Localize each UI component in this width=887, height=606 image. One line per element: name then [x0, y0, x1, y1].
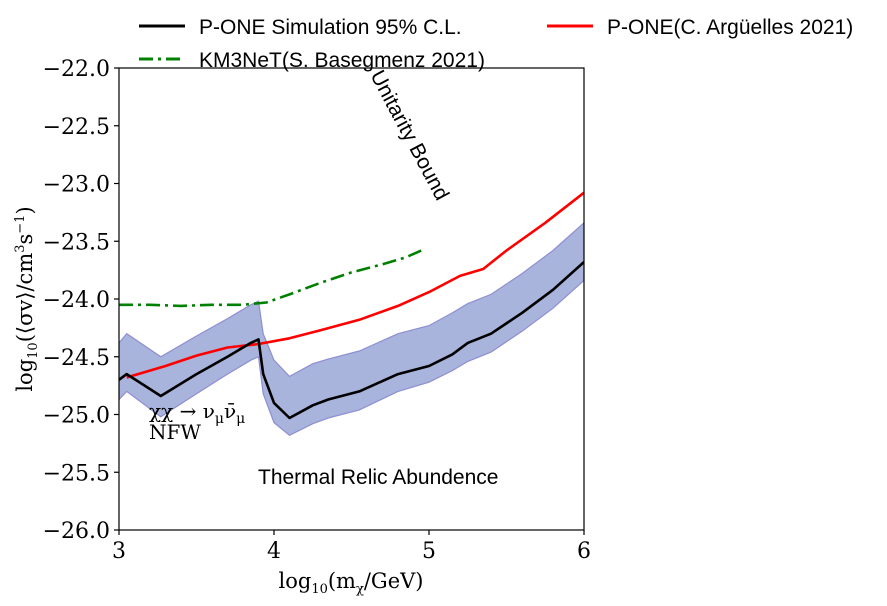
y-tick-label: −23.0 — [43, 173, 110, 198]
channel-label: χχ → νμν̄μ — [149, 399, 245, 427]
y-tick-label: −24.5 — [43, 346, 110, 371]
x-axis-ticks: 3 4 5 6 — [112, 530, 591, 564]
y-tick-label: −24.0 — [43, 288, 110, 313]
y-tick-label: −25.0 — [43, 404, 110, 429]
y-tick-label: −26.0 — [43, 519, 110, 544]
legend-entry-km3net: KM3NeT(S. Basegmenz 2021) — [139, 49, 485, 72]
x-tick-label: 6 — [577, 539, 591, 564]
x-tick-label: 4 — [267, 539, 281, 564]
legend-entry-sim: P-ONE Simulation 95% C.L. — [139, 16, 462, 39]
series-line-sim — [119, 261, 584, 420]
thermal-relic-label: Thermal Relic Abundence — [258, 466, 498, 489]
legend-label-pone: P-ONE(C. Argüelles 2021) — [607, 16, 853, 39]
x-axis-label: log10(mχ/GeV) — [279, 569, 424, 597]
y-tick-label: −25.5 — [43, 461, 110, 486]
y-tick-label: −22.0 — [43, 57, 110, 82]
y-axis-ticks: −22.0 −22.5 −23.0 −23.5 −24.0 −24.5 −25.0 −25.5… — [43, 57, 119, 544]
x-tick-label: 5 — [422, 539, 436, 564]
y-tick-label: −22.5 — [43, 115, 110, 140]
halo-profile-label: NFW — [149, 420, 201, 444]
series-line-km3net — [119, 249, 422, 308]
legend-entry-pone: P-ONE(C. Argüelles 2021) — [547, 16, 853, 39]
legend-label-km3net: KM3NeT(S. Basegmenz 2021) — [199, 49, 485, 72]
unitarity-bound-label: Unitarity Bound — [366, 67, 454, 205]
legend: P-ONE Simulation 95% C.L. KM3NeT(S. Base… — [139, 16, 853, 72]
series-layer — [119, 191, 584, 420]
series-line-pone — [126, 191, 584, 379]
x-tick-label: 3 — [112, 539, 126, 564]
legend-label-sim: P-ONE Simulation 95% C.L. — [199, 16, 462, 39]
y-tick-label: −23.5 — [43, 230, 110, 255]
y-axis-label: log10(⟨σv⟩/cm3s−1) — [13, 206, 41, 391]
